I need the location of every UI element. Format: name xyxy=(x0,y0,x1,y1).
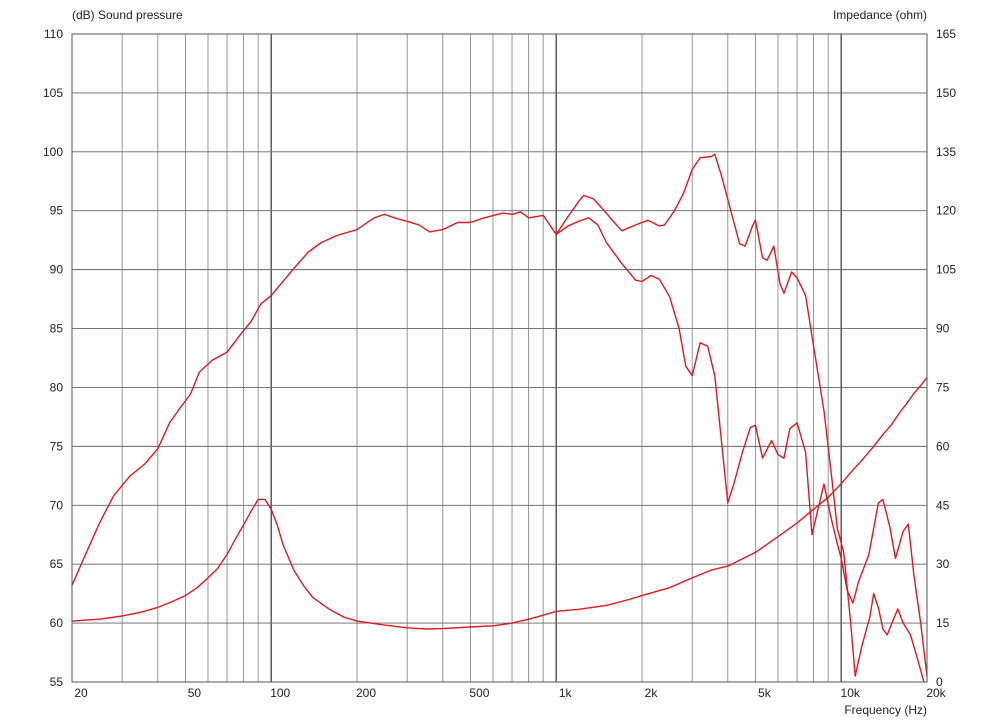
right-tick-label: 105 xyxy=(936,263,956,277)
grid-lines xyxy=(72,34,927,682)
right-tick-label: 15 xyxy=(936,616,950,630)
x-tick-label: 5k xyxy=(758,686,772,700)
left-tick-label: 95 xyxy=(50,204,64,218)
x-tick-label: 2k xyxy=(645,686,659,700)
x-axis-label: Frequency (Hz) xyxy=(844,703,927,717)
right-tick-label: 0 xyxy=(936,675,943,689)
left-tick-label: 90 xyxy=(50,263,64,277)
right-axis-label: Impedance (ohm) xyxy=(833,8,927,22)
left-tick-label: 85 xyxy=(50,322,64,336)
right-tick-label: 120 xyxy=(936,204,956,218)
left-tick-label: 70 xyxy=(50,498,64,512)
x-tick-label: 1k xyxy=(559,686,573,700)
x-tick-label: 10k xyxy=(841,686,861,700)
x-tick-label: 100 xyxy=(270,686,290,700)
spl-curve-2 xyxy=(555,153,925,683)
curves xyxy=(71,153,928,683)
right-tick-label: 30 xyxy=(936,557,950,571)
left-axis-label: (dB) Sound pressure xyxy=(72,8,183,22)
left-tick-label: 105 xyxy=(43,86,63,100)
x-axis-ticks: 20 50 100 200 500 1k 2k 5k 10k 20k xyxy=(74,686,946,700)
spl-curve-1 xyxy=(71,211,928,677)
x-tick-label: 20k xyxy=(926,686,946,700)
x-tick-label: 200 xyxy=(356,686,376,700)
left-tick-label: 60 xyxy=(50,616,64,630)
right-tick-label: 165 xyxy=(936,27,956,41)
left-tick-label: 65 xyxy=(50,557,64,571)
right-tick-label: 75 xyxy=(936,380,950,394)
left-tick-label: 100 xyxy=(43,145,63,159)
left-tick-label: 55 xyxy=(50,675,64,689)
right-tick-label: 45 xyxy=(936,498,950,512)
left-axis-ticks: 110 105 100 95 90 85 80 75 70 65 60 55 xyxy=(43,27,63,689)
right-tick-label: 60 xyxy=(936,439,950,453)
plot-frame xyxy=(71,33,928,683)
left-tick-label: 80 xyxy=(50,380,64,394)
right-tick-label: 135 xyxy=(936,145,956,159)
x-tick-label: 20 xyxy=(74,686,88,700)
x-tick-label: 500 xyxy=(469,686,489,700)
right-tick-label: 90 xyxy=(936,322,950,336)
x-tick-label: 50 xyxy=(188,686,202,700)
right-tick-label: 150 xyxy=(936,86,956,100)
left-tick-label: 110 xyxy=(44,27,63,41)
impedance-curve xyxy=(71,376,928,630)
left-tick-label: 75 xyxy=(50,439,64,453)
